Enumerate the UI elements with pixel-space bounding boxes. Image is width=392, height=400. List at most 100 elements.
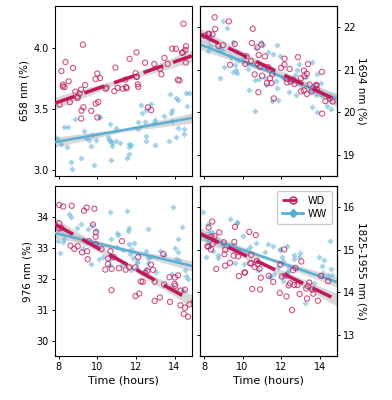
Point xyxy=(131,240,137,247)
Point xyxy=(128,142,134,148)
Point xyxy=(258,39,264,45)
Point xyxy=(142,119,149,126)
Point xyxy=(126,150,132,157)
Point xyxy=(310,280,317,286)
Point xyxy=(76,90,83,97)
Point xyxy=(181,130,187,137)
Point xyxy=(127,56,133,62)
Point xyxy=(70,65,76,71)
Point xyxy=(290,267,296,273)
Point xyxy=(312,92,319,98)
Point xyxy=(57,250,63,257)
Point xyxy=(87,142,94,149)
Point xyxy=(132,293,139,299)
Point xyxy=(144,268,151,274)
Point xyxy=(135,126,141,132)
Point xyxy=(186,90,192,97)
Point xyxy=(209,218,216,225)
Point xyxy=(81,128,87,134)
Point xyxy=(292,265,299,271)
Point xyxy=(71,246,77,252)
Point xyxy=(183,43,189,50)
Point xyxy=(120,86,126,92)
Point xyxy=(173,46,179,52)
Point xyxy=(313,82,319,88)
Point xyxy=(278,64,284,71)
Point xyxy=(257,286,263,293)
Point xyxy=(96,256,102,262)
Point xyxy=(181,126,187,132)
Point xyxy=(185,314,191,320)
Point xyxy=(283,272,289,279)
Point xyxy=(132,70,139,76)
Point xyxy=(274,41,281,48)
Point xyxy=(123,208,130,214)
Point xyxy=(242,61,249,67)
Point xyxy=(256,266,263,272)
Point xyxy=(91,206,98,212)
Point xyxy=(88,261,94,267)
Point xyxy=(96,114,102,120)
Point xyxy=(175,76,181,83)
Point xyxy=(314,86,320,92)
Point xyxy=(309,59,315,65)
Point xyxy=(234,70,240,76)
Point xyxy=(152,298,158,304)
Point xyxy=(216,44,222,51)
Point xyxy=(172,274,178,281)
Point xyxy=(133,49,140,56)
Point xyxy=(270,243,276,250)
Point xyxy=(230,39,236,45)
Point xyxy=(166,138,172,144)
Point xyxy=(134,81,141,88)
Point xyxy=(67,99,73,105)
Point xyxy=(250,26,256,32)
Point xyxy=(83,204,90,211)
Point xyxy=(97,75,103,81)
Y-axis label: 1825-1955 nm (%): 1825-1955 nm (%) xyxy=(357,222,367,320)
Point xyxy=(281,56,288,62)
Point xyxy=(234,57,241,63)
Point xyxy=(203,235,210,241)
Point xyxy=(205,30,212,37)
Point xyxy=(296,250,303,256)
Point xyxy=(329,98,336,105)
Point xyxy=(95,99,102,105)
Point xyxy=(211,233,218,240)
Point xyxy=(328,266,334,272)
Point xyxy=(106,137,113,144)
Point xyxy=(69,166,75,172)
Point xyxy=(301,68,307,74)
Point xyxy=(172,256,179,262)
Point xyxy=(126,241,132,247)
Point xyxy=(145,226,151,232)
Point xyxy=(94,114,100,121)
Point xyxy=(186,301,192,308)
Point xyxy=(313,82,319,89)
Point xyxy=(175,248,181,255)
Point xyxy=(319,69,325,75)
Point xyxy=(183,90,189,96)
Point xyxy=(247,244,253,250)
Point xyxy=(173,134,180,141)
Point xyxy=(279,254,285,260)
Point xyxy=(205,243,211,250)
Point xyxy=(306,279,312,286)
Point xyxy=(152,268,159,275)
Point xyxy=(100,254,106,260)
Point xyxy=(213,238,219,245)
Point xyxy=(227,62,233,68)
Point xyxy=(255,267,261,273)
Point xyxy=(222,262,228,269)
Point xyxy=(294,282,301,288)
Point xyxy=(182,304,188,311)
Point xyxy=(113,138,119,144)
Point xyxy=(203,254,209,260)
Point xyxy=(180,287,186,294)
Point xyxy=(205,221,211,228)
Point xyxy=(167,91,173,98)
Point xyxy=(325,271,331,278)
Point xyxy=(126,264,132,270)
Point xyxy=(287,66,293,72)
Point xyxy=(314,71,321,78)
